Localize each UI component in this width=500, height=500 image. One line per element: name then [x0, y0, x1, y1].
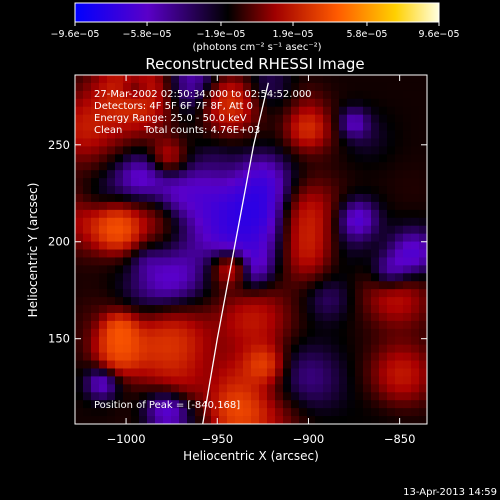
- colorbar-tick-label: 9.6e−05: [418, 29, 459, 40]
- x-tick-label: −850: [384, 432, 416, 446]
- annotation-detectors: Detectors: 4F 5F 6F 7F 8F, Att 0: [94, 101, 253, 112]
- colorbar-unit-label: (photons cm⁻² s⁻¹ asec⁻²): [192, 42, 321, 53]
- colorbar-tick-label: 1.9e−05: [273, 29, 314, 40]
- colorbar-tick-label: 5.8e−05: [346, 29, 387, 40]
- x-tick-label: −950: [201, 432, 233, 446]
- plot-frame: [74, 74, 428, 425]
- y-tick-label: 150: [48, 332, 70, 346]
- x-tick-label: −1000: [107, 432, 146, 446]
- annotation-counts: Total counts: 4.76E+03: [143, 125, 260, 136]
- y-tick-label: 250: [48, 138, 70, 152]
- x-axis-label: Heliocentric X (arcsec): [183, 449, 319, 463]
- annotation-time-range: 27-Mar-2002 02:50:34.000 to 02:54:52.000: [94, 89, 312, 100]
- y-tick-label: 200: [48, 235, 70, 249]
- colorbar-tick-label: −1.9e−05: [196, 29, 245, 40]
- footer-timestamp: 13-Apr-2013 14:59: [403, 487, 497, 498]
- x-tick-label: −900: [293, 432, 325, 446]
- colorbar-ticks: −9.6e−05 −5.8e−05 −1.9e−05 1.9e−05 5.8e−05 9.…: [51, 22, 460, 40]
- y-axis-label: Heliocentric Y (arcsec): [26, 183, 40, 318]
- colorbar-tick-label: −5.8e−05: [123, 29, 172, 40]
- colorbar-tick-label: −9.6e−05: [51, 29, 100, 40]
- chart-title: Reconstructed RHESSI Image: [145, 55, 364, 73]
- axis-ticks: −1000 −950 −900 −850 150 200 250: [48, 75, 427, 446]
- annotation-clean: Clean: [94, 125, 122, 136]
- heatmap-image: [75, 75, 427, 424]
- annotation-energy: Energy Range: 25.0 - 50.0 keV: [94, 113, 247, 124]
- colorbar: [74, 2, 440, 23]
- limb-curve: [202, 82, 269, 424]
- annotation-peak: Position of Peak = [-840,168]: [94, 400, 240, 411]
